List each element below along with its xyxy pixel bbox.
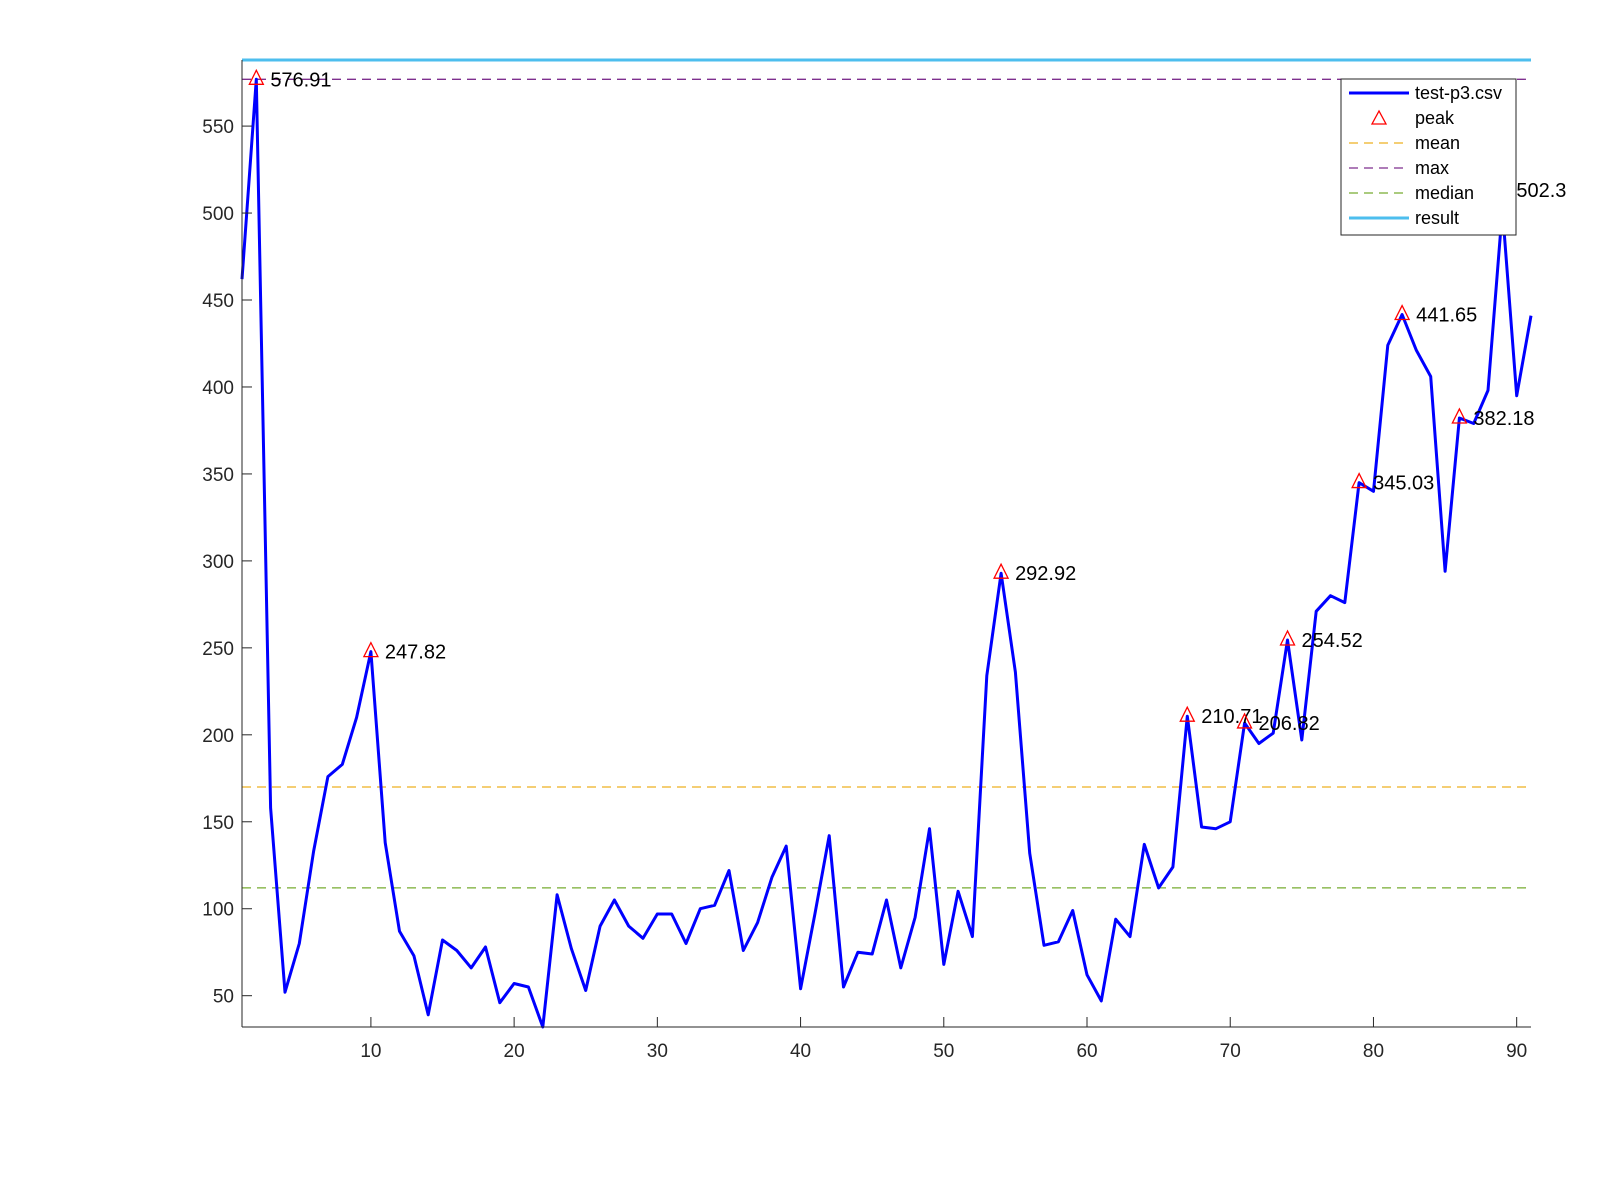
legend-label-test-p3.csv: test-p3.csv	[1415, 83, 1502, 103]
legend-label-max: max	[1415, 158, 1449, 178]
y-tick-label: 450	[202, 291, 234, 312]
legend-label-median: median	[1415, 183, 1474, 203]
peak-label: 382.18	[1473, 408, 1534, 430]
peak-label: 441.65	[1416, 305, 1477, 327]
peak-marker	[993, 562, 1010, 579]
x-tick-label: 80	[1363, 1041, 1384, 1062]
x-tick-label: 70	[1220, 1041, 1241, 1062]
x-tick-label: 90	[1506, 1041, 1527, 1062]
peak-marker	[1394, 304, 1411, 321]
peak-label: 502.3	[1516, 180, 1566, 202]
peak-marker	[1279, 629, 1296, 646]
x-tick-label: 30	[647, 1041, 668, 1062]
y-tick-label: 550	[202, 117, 234, 138]
y-tick-label: 100	[202, 900, 234, 921]
peak-marker	[248, 68, 265, 85]
legend-label-result: result	[1415, 208, 1459, 228]
y-tick-label: 200	[202, 726, 234, 747]
legend-box	[1340, 78, 1517, 236]
series-line	[240, 77, 1533, 1029]
x-tick-label: 50	[933, 1041, 954, 1062]
y-tick-label: 150	[202, 813, 234, 834]
y-tick-label: 250	[202, 639, 234, 660]
peak-label: 247.82	[385, 642, 446, 664]
legend: test-p3.csv peak mean max median result	[1340, 78, 1517, 236]
peak-marker	[1351, 472, 1368, 489]
legend-label-peak: peak	[1415, 108, 1455, 128]
peak-label: 206.82	[1259, 713, 1320, 735]
x-tick-label: 40	[790, 1041, 811, 1062]
x-tick-label: 60	[1076, 1041, 1097, 1062]
peak-label: 254.52	[1302, 630, 1363, 652]
y-tick-label: 300	[202, 552, 234, 573]
peak-label: 210.71	[1201, 706, 1262, 728]
legend-label-mean: mean	[1415, 133, 1460, 153]
peak-label: 345.03	[1373, 473, 1434, 495]
axes: 10 20 30 40 50 60 70 80 90 50 100 150 200 250 300 350 40…	[202, 60, 1531, 1062]
y-tick-label: 500	[202, 204, 234, 225]
peak-marker	[1451, 407, 1468, 424]
x-tick-label: 10	[360, 1041, 381, 1062]
x-tick-label: 20	[504, 1041, 525, 1062]
y-tick-label: 50	[213, 987, 234, 1008]
y-tick-label: 400	[202, 378, 234, 399]
y-tick-label: 350	[202, 465, 234, 486]
peak-label: 292.92	[1015, 563, 1076, 585]
peak-marker	[1179, 705, 1196, 722]
legend-swatch-peak	[1370, 109, 1388, 125]
peak-marker	[362, 641, 379, 658]
peak-marker	[1236, 712, 1253, 729]
peak-label: 576.91	[270, 69, 331, 91]
